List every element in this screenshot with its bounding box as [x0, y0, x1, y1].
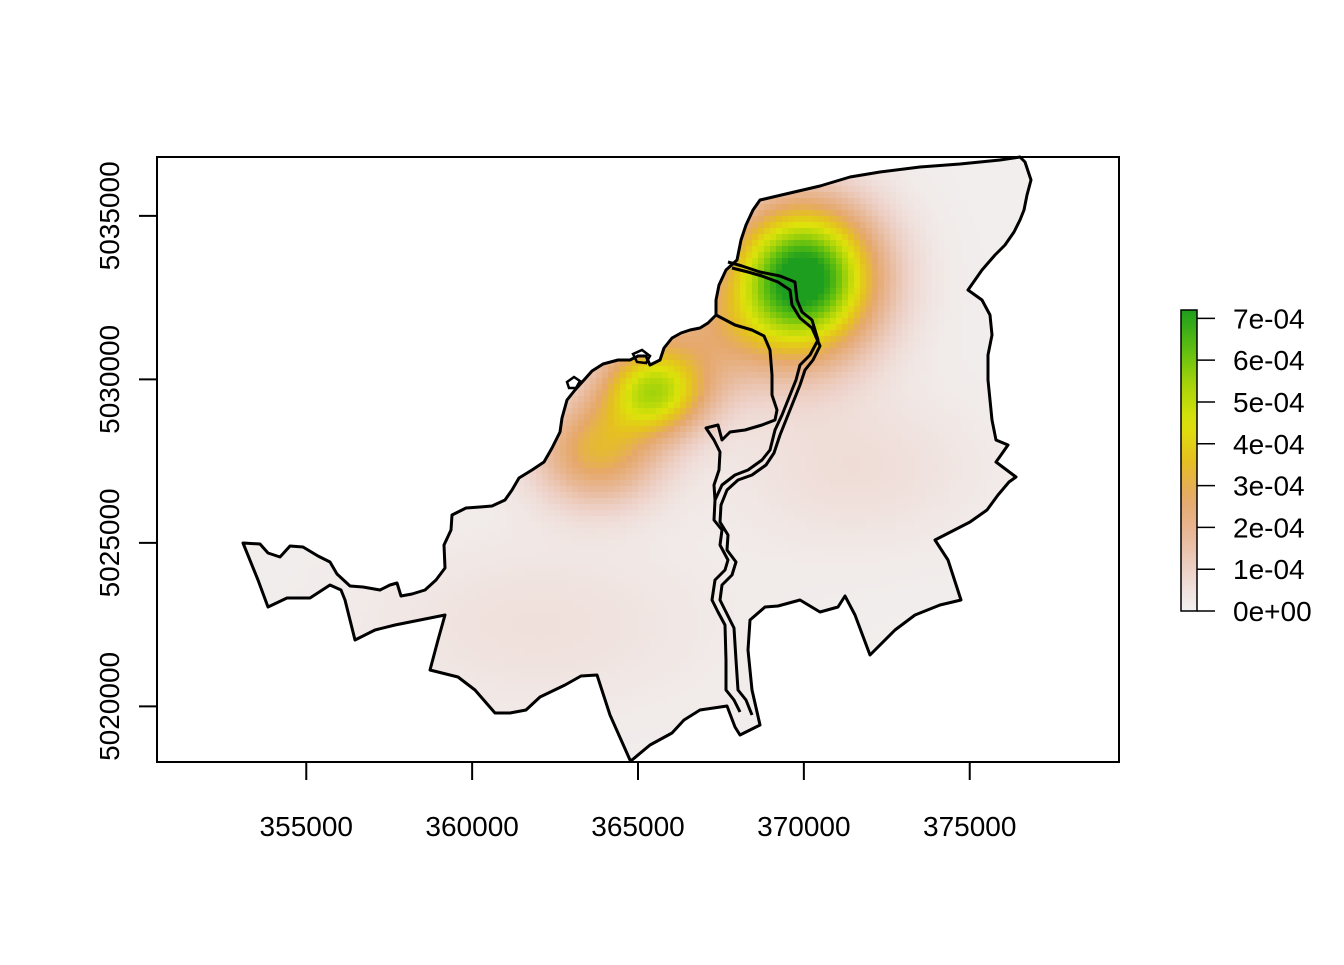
x-tick-label: 355000 — [260, 811, 353, 842]
x-tick-label: 370000 — [757, 811, 850, 842]
legend-tick-label: 3e-04 — [1233, 471, 1305, 502]
island-outline — [567, 377, 580, 388]
legend-tick-label: 6e-04 — [1233, 345, 1305, 376]
y-tick-label: 5025000 — [94, 488, 125, 597]
legend-color-bar — [1181, 310, 1197, 611]
y-axis: 5020000 5025000 5030000 5035000 — [94, 161, 157, 761]
y-tick-label: 5035000 — [94, 161, 125, 270]
x-tick-label: 375000 — [923, 811, 1016, 842]
legend-tick-label: 1e-04 — [1233, 554, 1305, 585]
density-surface — [236, 150, 1041, 775]
legend-tick-label: 2e-04 — [1233, 512, 1305, 543]
legend-tick-label: 4e-04 — [1233, 429, 1305, 460]
y-tick-label: 5030000 — [94, 325, 125, 434]
x-tick-label: 360000 — [425, 811, 518, 842]
legend-tick-label: 7e-04 — [1233, 303, 1305, 334]
legend-tick-label: 5e-04 — [1233, 387, 1305, 418]
legend-ticks: 0e+00 1e-04 2e-04 3e-04 4e-04 5e-04 6e-04 7e-04 — [1197, 303, 1312, 627]
x-tick-label: 365000 — [591, 811, 684, 842]
color-legend: 0e+00 1e-04 2e-04 3e-04 4e-04 5e-04 6e-04 7e-04 — [1181, 303, 1312, 627]
legend-tick-label: 0e+00 — [1233, 596, 1312, 627]
y-tick-label: 5020000 — [94, 652, 125, 761]
x-axis: 355000 360000 365000 370000 375000 — [260, 762, 1017, 842]
